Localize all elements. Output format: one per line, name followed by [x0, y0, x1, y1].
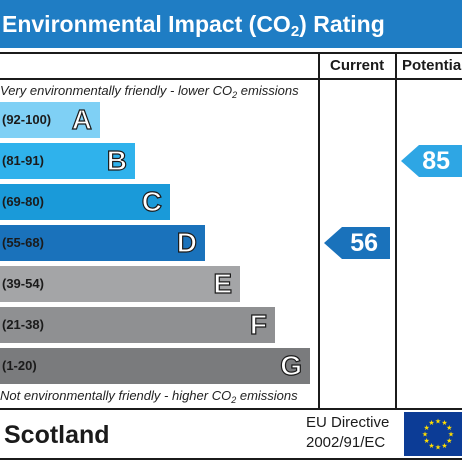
band-letter-g: G	[280, 349, 303, 381]
eu-star-icon: ★	[435, 418, 441, 426]
band-g: (1-20) G	[0, 348, 310, 384]
band-letter-b: B	[106, 144, 127, 176]
band-letter-e: E	[213, 267, 233, 299]
note-top-text: Very environmentally friendly - lower CO	[0, 83, 233, 98]
eu-star-icon: ★	[441, 442, 447, 450]
note-bottom-subscript: 2	[231, 395, 237, 405]
header-divider	[0, 78, 462, 80]
column-divider-current	[318, 52, 320, 408]
band-letter-a: A	[71, 103, 92, 135]
band-f: (21-38) F	[0, 307, 275, 343]
eu-star-icon: ★	[428, 442, 434, 450]
eu-directive-line1: EU Directive	[306, 414, 390, 431]
eu-stars-icon: ★★★★★★★★★ ★ ★★	[422, 418, 454, 452]
eu-flag-icon: ★ ★ ★ ★ ★ ★ ★ ★ ★ ★ ★ ★	[404, 412, 462, 456]
column-divider-potential	[395, 52, 397, 408]
region-label: Scotland	[4, 421, 110, 449]
note-top: Very environmentally friendly - lower CO…	[0, 81, 318, 101]
band-letter-c: C	[141, 185, 162, 217]
eu-directive: EU Directive 2002/91/EC	[306, 413, 402, 453]
eu-directive-line2: 2002/91/EC	[306, 434, 386, 451]
eu-star-icon: ★	[424, 437, 430, 445]
eu-star-icon: ★	[428, 419, 434, 427]
band-e: (39-54) E	[0, 266, 240, 302]
current-column-header: Current	[330, 57, 385, 74]
title-text: Environmental Impact (CO	[2, 11, 291, 37]
page-title: Environmental Impact (CO2) Rating	[0, 0, 462, 48]
band-b: (81-91) B	[0, 143, 135, 179]
eu-star-icon: ★	[448, 431, 454, 439]
eu-star-icon: ★	[422, 431, 428, 439]
band-range-b: (81-91)	[2, 153, 44, 168]
title-suffix: ) Rating	[299, 11, 385, 37]
eu-star-icon: ★	[435, 444, 441, 452]
potential-column-header: Potential	[402, 57, 462, 74]
note-top-subscript: 2	[232, 90, 238, 100]
eu-star-icon: ★	[446, 424, 452, 432]
note-top-suffix: emissions	[237, 83, 299, 98]
band-range-d: (55-68)	[2, 235, 44, 250]
band-range-f: (21-38)	[2, 317, 44, 332]
band-range-c: (69-80)	[2, 194, 44, 209]
eu-star-icon: ★	[446, 437, 452, 445]
band-d: (55-68) D	[0, 225, 205, 261]
eu-star-icon: ★	[424, 424, 430, 432]
note-bottom: Not environmentally friendly - higher CO…	[0, 386, 318, 406]
footer-divider	[0, 408, 462, 410]
title-subscript: 2	[290, 23, 300, 40]
note-bottom-suffix: emissions	[236, 388, 298, 403]
eu-star-icon: ★	[441, 419, 447, 427]
band-a: (92-100) A	[0, 102, 100, 138]
note-bottom-text: Not environmentally friendly - higher CO	[0, 388, 232, 403]
band-letter-f: F	[249, 308, 267, 340]
band-range-e: (39-54)	[2, 276, 44, 291]
rating-frame	[0, 52, 462, 460]
band-range-a: (92-100)	[2, 112, 52, 127]
band-range-g: (1-20)	[2, 358, 37, 373]
band-letter-d: D	[176, 226, 197, 258]
band-c: (69-80) C	[0, 184, 170, 220]
